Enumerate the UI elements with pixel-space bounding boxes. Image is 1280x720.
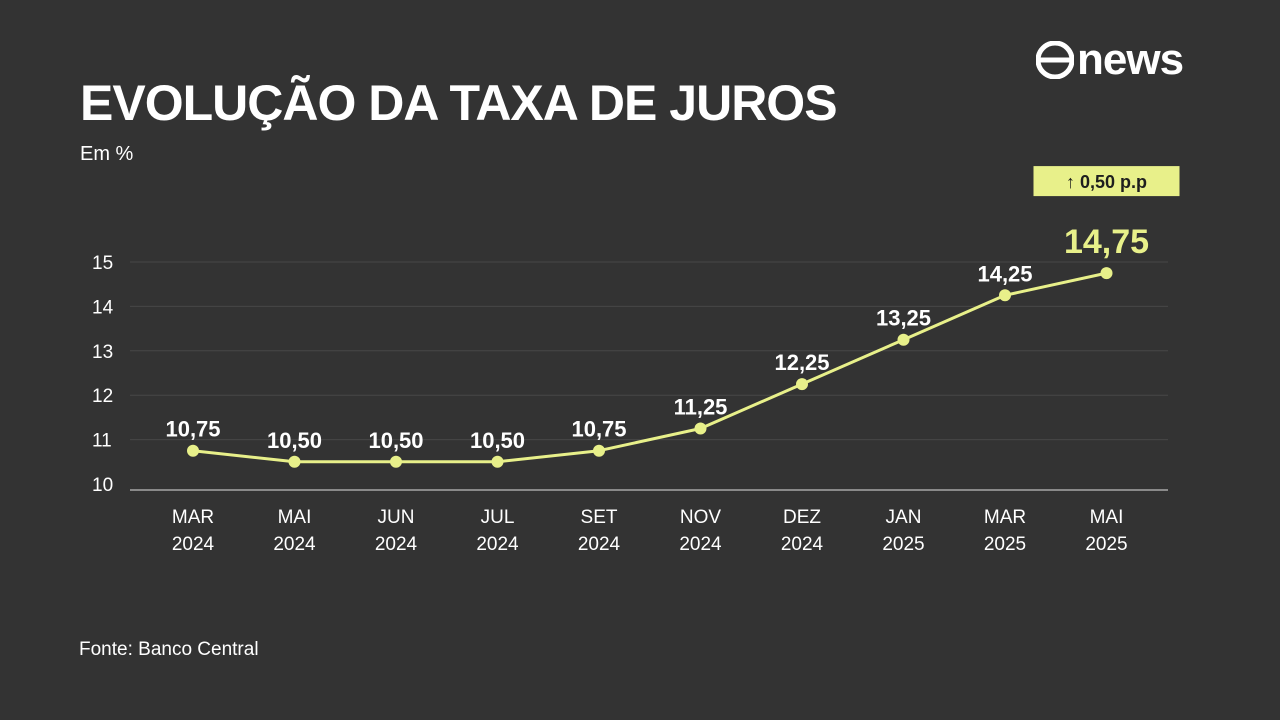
x-tick-label-line: MAI <box>278 507 312 528</box>
x-tick-label-line: 2025 <box>882 534 924 555</box>
x-tick-label: MAI 2025 <box>1085 507 1127 555</box>
logo-text: news <box>1077 35 1184 84</box>
unit-label: Em % <box>80 143 134 165</box>
data-label: 10,50 <box>368 428 423 453</box>
data-labels: 10,75 10,50 10,50 10,50 10,75 11,25 12,25 13,25… <box>165 223 1149 453</box>
y-tick-label: 12 <box>92 386 113 407</box>
x-tick-label-line: 2025 <box>1085 534 1127 555</box>
data-point <box>187 444 199 457</box>
grid <box>130 261 1168 491</box>
data-label: 10,50 <box>470 428 525 453</box>
x-tick-label: MAI 2024 <box>273 507 316 555</box>
data-label: 13,25 <box>876 306 931 331</box>
annotation-layer: ↑ 0,50 p.p <box>1033 166 1180 197</box>
globo-circle-icon <box>1036 41 1074 79</box>
x-tick-label: DEZ 2024 <box>781 507 824 555</box>
chart-title: EVOLUÇÃO DA TAXA DE JUROS <box>80 75 838 131</box>
data-point <box>390 455 402 468</box>
data-point <box>694 422 707 435</box>
data-label: 10,75 <box>165 417 220 442</box>
series-line <box>192 271 1107 464</box>
data-label: 10,75 <box>571 417 626 442</box>
x-tick-label-line: MAR <box>172 507 214 528</box>
x-tick-label: JUL 2024 <box>476 507 519 555</box>
news-logo: news <box>1036 35 1184 84</box>
line-chart: 10 11 12 13 14 15 MAR 2024 MAI 2024 JUN 2024 JUL 202… <box>92 166 1180 555</box>
x-tick-label-line: 2024 <box>375 534 418 555</box>
change-badge <box>1033 166 1180 197</box>
y-axis-ticks: 10 11 12 13 14 15 <box>92 253 114 496</box>
x-tick-label-line: 2024 <box>476 534 519 555</box>
x-tick-label-line: MAR <box>984 507 1026 528</box>
data-point <box>1100 267 1113 280</box>
data-point <box>288 455 301 468</box>
x-tick-label-line: JAN <box>886 507 922 528</box>
data-point <box>897 333 910 346</box>
x-tick-label-line: 2024 <box>578 534 621 555</box>
x-tick-label-line: DEZ <box>783 507 821 528</box>
x-tick-label-line: 2024 <box>273 534 316 555</box>
x-tick-label: JAN 2025 <box>882 507 924 555</box>
x-axis-labels: MAR 2024 MAI 2024 JUN 2024 JUL 2024 SET 2024 NOV 20… <box>172 507 1128 555</box>
data-label-highlight: 14,75 <box>1064 223 1149 261</box>
series-layer <box>192 271 1107 464</box>
x-tick-label-line: 2024 <box>781 534 824 555</box>
data-label: 10,50 <box>267 428 322 453</box>
x-tick-label-line: MAI <box>1090 507 1124 528</box>
x-tick-label-line: 2024 <box>679 534 722 555</box>
data-point <box>796 378 808 391</box>
change-badge-text: ↑ 0,50 p.p <box>1066 172 1147 192</box>
x-tick-label-line: SET <box>581 507 618 528</box>
data-point <box>999 289 1011 302</box>
x-tick-label: NOV 2024 <box>679 507 722 555</box>
x-tick-label: MAR 2025 <box>984 507 1026 555</box>
x-tick-label-line: 2024 <box>172 534 215 555</box>
y-tick-label: 10 <box>92 475 113 496</box>
y-tick-label: 15 <box>92 253 113 274</box>
source-note: Fonte: Banco Central <box>79 639 259 660</box>
data-label: 12,25 <box>774 350 829 375</box>
data-label: 11,25 <box>674 395 728 420</box>
points-layer <box>187 267 1113 468</box>
data-label: 14,25 <box>977 261 1032 286</box>
x-tick-label-line: NOV <box>680 507 722 528</box>
x-tick-label-line: JUL <box>481 507 515 528</box>
y-tick-label: 13 <box>92 342 113 363</box>
data-point <box>491 455 504 468</box>
data-point <box>593 444 605 457</box>
y-tick-label: 11 <box>92 431 112 452</box>
x-tick-label-line: 2025 <box>984 534 1026 555</box>
x-tick-label-line: JUN <box>378 507 415 528</box>
x-tick-label: MAR 2024 <box>172 507 215 555</box>
y-tick-label: 14 <box>92 297 114 318</box>
x-tick-label: SET 2024 <box>578 507 621 555</box>
x-tick-label: JUN 2024 <box>375 507 418 555</box>
